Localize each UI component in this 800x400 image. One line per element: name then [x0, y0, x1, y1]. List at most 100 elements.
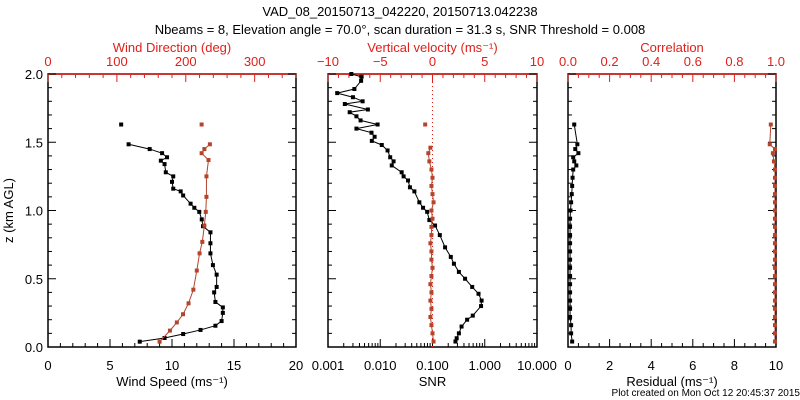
- top-tick-label: 200: [175, 54, 197, 69]
- data-point: [160, 151, 165, 156]
- data-point: [429, 224, 434, 229]
- data-point: [568, 282, 573, 287]
- data-point: [170, 179, 174, 184]
- plot-frame: [47, 73, 297, 348]
- data-point: [199, 122, 204, 127]
- data-point: [568, 290, 573, 295]
- data-point: [147, 147, 152, 152]
- data-point: [354, 126, 359, 131]
- data-point: [417, 200, 422, 205]
- data-point: [428, 145, 433, 150]
- data-point: [197, 251, 202, 256]
- data-point: [429, 290, 434, 295]
- data-point: [428, 298, 433, 303]
- data-point: [126, 142, 131, 147]
- data-point: [178, 189, 183, 194]
- data-point: [210, 263, 215, 268]
- data-point: [174, 320, 179, 325]
- data-point: [391, 159, 396, 164]
- data-point: [347, 110, 352, 115]
- top-tick-label: 0: [429, 54, 436, 69]
- data-point: [443, 245, 448, 250]
- x-tick-label: 8: [731, 358, 738, 373]
- data-point: [772, 265, 777, 270]
- data-point: [181, 312, 186, 317]
- data-point: [568, 306, 573, 311]
- y-tick-label: 2.0: [25, 67, 43, 82]
- data-point: [162, 335, 167, 340]
- x-tick-label: 15: [227, 358, 241, 373]
- data-point: [568, 249, 573, 254]
- data-point: [167, 328, 172, 333]
- top-axis-title: Wind Direction (deg): [113, 40, 232, 55]
- data-point: [204, 174, 209, 179]
- panel-3: 0 2 4 6 8 10 Residual (ms⁻¹) 0.0 0.2 0.4 0.6 0.8 1.0…: [559, 40, 785, 389]
- data-point: [208, 251, 213, 256]
- data-point: [426, 151, 431, 156]
- data-point: [772, 224, 777, 229]
- data-point: [197, 209, 202, 214]
- data-point: [576, 151, 581, 156]
- data-point: [379, 142, 384, 147]
- data-point: [208, 241, 213, 246]
- data-point: [430, 265, 435, 270]
- data-point: [569, 323, 574, 328]
- data-point: [406, 178, 411, 183]
- data-point: [202, 147, 207, 152]
- x-tick-label: 6: [689, 358, 696, 373]
- x-tick-label: 0.001: [312, 358, 345, 373]
- x-axis-title: Residual (ms⁻¹): [626, 374, 717, 389]
- x-tick-label: 0: [564, 358, 571, 373]
- panel-2: 0.001 0.010 0.100 1.000 10.000 SNR −10 −5 0 5 10 Ve…: [312, 40, 557, 389]
- data-point: [350, 95, 355, 100]
- series-vertical-velocity: [423, 122, 436, 344]
- top-tick-label: 1.0: [767, 54, 785, 69]
- data-point: [772, 290, 777, 295]
- x-tick-label: 10.000: [517, 358, 557, 373]
- data-point: [220, 310, 225, 315]
- data-point: [192, 205, 197, 210]
- data-point: [191, 287, 196, 292]
- data-point: [220, 305, 225, 310]
- data-point: [181, 332, 186, 337]
- data-point: [767, 142, 772, 147]
- data-point: [456, 331, 461, 336]
- data-point: [463, 276, 468, 281]
- data-point: [568, 298, 573, 303]
- x-tick-label: 20: [289, 358, 303, 373]
- data-point: [570, 339, 575, 344]
- data-point: [772, 183, 777, 188]
- y-tick-label: 1.5: [25, 135, 43, 150]
- x-tick-label: 1.000: [468, 358, 501, 373]
- data-point: [359, 74, 364, 79]
- data-point: [199, 217, 204, 222]
- data-point: [389, 163, 394, 168]
- data-point: [772, 192, 777, 197]
- data-point: [212, 290, 217, 295]
- data-point: [186, 301, 191, 306]
- data-point: [476, 291, 481, 296]
- data-point: [772, 208, 777, 213]
- data-point: [772, 216, 777, 221]
- data-point: [428, 282, 433, 287]
- data-point: [429, 233, 434, 238]
- data-point: [401, 174, 406, 179]
- data-point: [429, 167, 434, 172]
- data-point: [335, 91, 340, 96]
- x-tick-label: 0: [44, 358, 51, 373]
- data-point: [430, 216, 435, 221]
- data-point: [437, 233, 442, 238]
- x-tick-label: 10: [165, 358, 179, 373]
- data-point: [119, 122, 124, 127]
- figure-title: VAD_08_20150713_042220, 20150713.042238: [262, 4, 537, 19]
- data-point: [456, 269, 461, 274]
- plot-created-footer: Plot created on Mon Oct 12 20:45:37 2015: [612, 388, 800, 399]
- data-point: [772, 249, 777, 254]
- data-point: [772, 147, 777, 152]
- data-point: [171, 174, 176, 179]
- data-point: [158, 158, 163, 163]
- data-point: [470, 313, 475, 318]
- data-point: [772, 257, 777, 262]
- data-point: [352, 87, 357, 92]
- data-point: [569, 192, 574, 197]
